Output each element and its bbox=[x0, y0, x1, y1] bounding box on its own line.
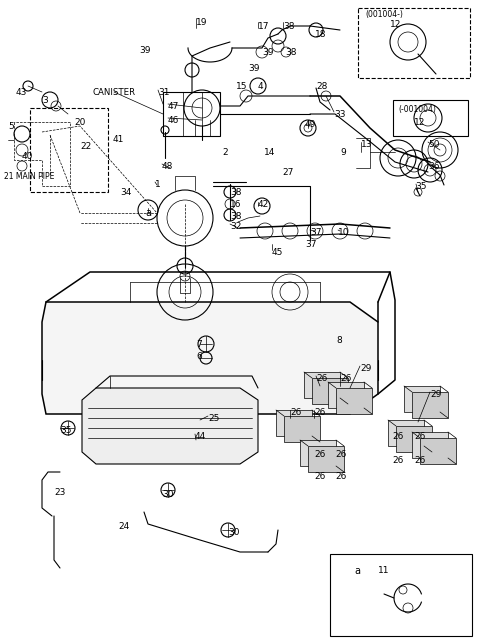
Text: 39: 39 bbox=[262, 48, 274, 57]
Text: a: a bbox=[145, 208, 151, 218]
Text: 26: 26 bbox=[314, 408, 325, 417]
Text: 20: 20 bbox=[74, 118, 85, 127]
Polygon shape bbox=[412, 432, 448, 458]
Text: 34: 34 bbox=[120, 188, 132, 197]
Bar bbox=[393, 100, 468, 136]
Text: 12: 12 bbox=[390, 20, 401, 29]
Text: 30: 30 bbox=[162, 490, 173, 499]
Polygon shape bbox=[328, 382, 364, 408]
Text: 27: 27 bbox=[282, 168, 293, 177]
Text: 38: 38 bbox=[230, 212, 241, 221]
Polygon shape bbox=[300, 440, 336, 466]
Polygon shape bbox=[276, 410, 312, 436]
Text: 26: 26 bbox=[314, 472, 325, 481]
Text: 24: 24 bbox=[118, 522, 129, 531]
Text: 1: 1 bbox=[155, 180, 161, 189]
Text: 15: 15 bbox=[236, 82, 248, 91]
Text: 35: 35 bbox=[60, 426, 72, 435]
Text: 7: 7 bbox=[196, 340, 202, 349]
Text: 26: 26 bbox=[290, 408, 301, 417]
Text: 32: 32 bbox=[230, 222, 241, 231]
Polygon shape bbox=[284, 416, 320, 442]
Bar bbox=[163, 92, 220, 136]
Text: 11: 11 bbox=[378, 566, 389, 575]
Polygon shape bbox=[412, 392, 448, 418]
Text: 46: 46 bbox=[168, 116, 180, 125]
Text: 12: 12 bbox=[414, 118, 425, 127]
Text: 31: 31 bbox=[158, 88, 169, 97]
Text: 3: 3 bbox=[42, 96, 48, 105]
Text: 26: 26 bbox=[414, 456, 425, 465]
Text: 16: 16 bbox=[230, 200, 241, 209]
Polygon shape bbox=[388, 420, 424, 446]
Text: 43: 43 bbox=[16, 88, 27, 97]
Text: 41: 41 bbox=[113, 135, 124, 144]
Text: 37: 37 bbox=[310, 228, 322, 237]
Polygon shape bbox=[308, 446, 344, 472]
Bar bbox=[330, 554, 472, 636]
Text: 22: 22 bbox=[80, 142, 91, 151]
Polygon shape bbox=[82, 388, 258, 464]
Text: 37: 37 bbox=[305, 240, 316, 249]
Text: 2: 2 bbox=[222, 148, 228, 157]
Text: 36: 36 bbox=[428, 162, 440, 171]
Text: 45: 45 bbox=[272, 248, 283, 257]
Text: 29: 29 bbox=[360, 364, 372, 373]
Text: 38: 38 bbox=[285, 48, 297, 57]
Text: 26: 26 bbox=[316, 374, 327, 383]
Text: (-001004): (-001004) bbox=[398, 105, 436, 114]
Text: CANISTER: CANISTER bbox=[92, 88, 135, 97]
Text: 47: 47 bbox=[168, 102, 180, 111]
Text: 40: 40 bbox=[22, 152, 34, 161]
Text: 6: 6 bbox=[196, 352, 202, 361]
Text: 39: 39 bbox=[139, 46, 151, 55]
Text: (001004-): (001004-) bbox=[365, 10, 403, 19]
Polygon shape bbox=[312, 378, 348, 404]
Text: 4: 4 bbox=[258, 82, 264, 91]
Text: 26: 26 bbox=[340, 374, 351, 383]
Text: 26: 26 bbox=[314, 450, 325, 459]
Bar bbox=[358, 8, 470, 78]
Text: 29: 29 bbox=[430, 390, 442, 399]
Text: 33: 33 bbox=[334, 110, 346, 119]
Text: 30: 30 bbox=[228, 528, 240, 537]
Polygon shape bbox=[304, 372, 340, 398]
Text: 39: 39 bbox=[248, 64, 260, 73]
Bar bbox=[296, 324, 346, 362]
Text: 13: 13 bbox=[361, 140, 372, 149]
Text: 42: 42 bbox=[258, 200, 269, 209]
Text: 23: 23 bbox=[54, 488, 65, 497]
Text: a: a bbox=[354, 566, 360, 576]
Polygon shape bbox=[396, 426, 432, 452]
Polygon shape bbox=[336, 388, 372, 414]
Text: 17: 17 bbox=[258, 22, 269, 31]
Text: 9: 9 bbox=[340, 148, 346, 157]
Text: 8: 8 bbox=[336, 336, 342, 345]
Text: 26: 26 bbox=[392, 432, 403, 441]
Text: 21 MAIN PIPE: 21 MAIN PIPE bbox=[4, 172, 54, 181]
Bar bbox=[30, 108, 108, 192]
Text: 48: 48 bbox=[162, 162, 173, 171]
Text: 26: 26 bbox=[335, 450, 347, 459]
Polygon shape bbox=[404, 386, 440, 412]
Text: 38: 38 bbox=[230, 188, 241, 197]
Text: 44: 44 bbox=[195, 432, 206, 441]
Text: 5: 5 bbox=[8, 122, 14, 131]
Text: 26: 26 bbox=[392, 456, 403, 465]
Text: 19: 19 bbox=[196, 18, 207, 27]
Text: 28: 28 bbox=[316, 82, 327, 91]
Text: 18: 18 bbox=[315, 30, 326, 39]
Text: 38: 38 bbox=[283, 22, 295, 31]
Text: 14: 14 bbox=[264, 148, 276, 157]
Text: 25: 25 bbox=[208, 414, 219, 423]
Text: 49: 49 bbox=[305, 120, 316, 129]
Text: 10: 10 bbox=[338, 228, 349, 237]
Text: 50: 50 bbox=[428, 140, 440, 149]
Text: 35: 35 bbox=[415, 182, 427, 191]
Text: 26: 26 bbox=[414, 432, 425, 441]
Text: 26: 26 bbox=[335, 472, 347, 481]
Polygon shape bbox=[420, 438, 456, 464]
Polygon shape bbox=[42, 302, 378, 414]
